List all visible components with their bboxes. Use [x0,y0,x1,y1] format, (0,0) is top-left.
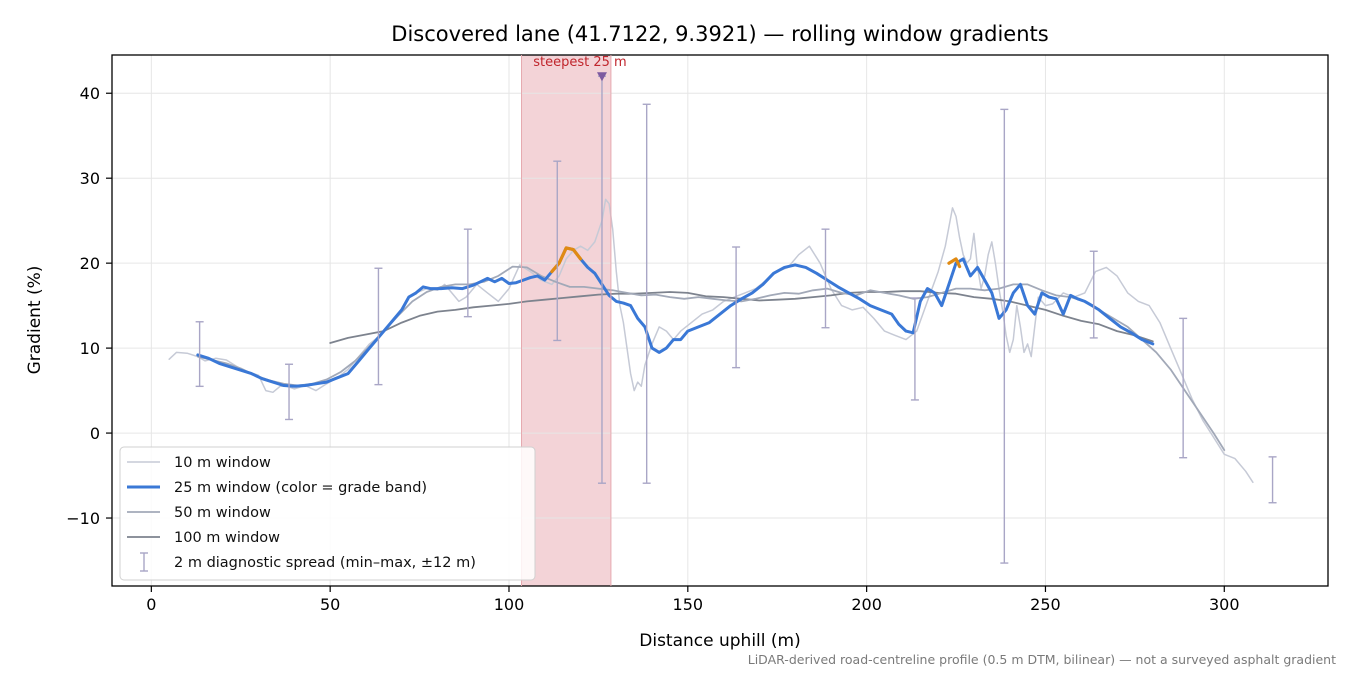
x-tick-label: 150 [673,595,704,614]
chart-title: Discovered lane (41.7122, 9.3921) — roll… [391,22,1048,46]
x-axis-label: Distance uphill (m) [639,631,800,651]
legend-label-25m: 25 m window (color = grade band) [174,480,427,496]
errorbar [910,297,919,401]
steepest-annotation: steepest 25 m [533,55,626,70]
errorbar [195,321,204,388]
x-tick-label: 200 [851,595,882,614]
errorbar [1089,250,1098,339]
legend: 10 m window 25 m window (color = grade b… [119,446,536,581]
legend-label-50m: 50 m window [174,505,271,521]
legend-label-10m: 10 m window [174,455,271,471]
grid-lines [112,55,1328,586]
errorbar [821,228,830,329]
x-tick-label: 300 [1209,595,1240,614]
steepest-highlight-band [521,55,611,586]
errorbar [1000,108,1009,564]
y-axis-ticks: −10 0 10 20 30 40 [66,84,112,528]
errorbars [195,75,1277,564]
y-tick-label: −10 [66,509,100,528]
steepest-marker-icon [596,72,607,82]
plot-frame [111,54,1329,587]
y-tick-label: 10 [80,339,100,358]
errorbar [1179,317,1188,459]
errorbar [285,363,294,421]
annotation-layer: steepest 25 m [533,55,627,82]
errorbar [642,103,651,484]
x-tick-label: 0 [146,595,156,614]
footnote: LiDAR-derived road-centreline profile (0… [748,652,1336,667]
y-axis-label: Gradient (%) [25,266,45,375]
errorbar [374,267,383,386]
errorbar [553,160,562,342]
legend-label-errorbar: 2 m diagnostic spread (min–max, ±12 m) [174,555,476,571]
legend-swatch-errorbar [140,552,148,572]
y-tick-label: 30 [80,169,100,188]
y-tick-label: 0 [90,424,100,443]
x-axis-ticks: 0 50 100 150 200 250 300 [146,586,1240,614]
y-tick-label: 20 [80,254,100,273]
errorbar [732,246,741,369]
series-25m-steep-segment [947,257,962,269]
x-tick-label: 100 [494,595,525,614]
plot-area: steepest 25 m [111,54,1329,587]
x-tick-label: 250 [1030,595,1061,614]
errorbar [1268,456,1277,504]
legend-label-100m: 100 m window [174,530,280,546]
errorbar [463,228,472,318]
y-tick-label: 40 [80,84,100,103]
legend-box [119,446,536,581]
x-tick-label: 50 [320,595,340,614]
